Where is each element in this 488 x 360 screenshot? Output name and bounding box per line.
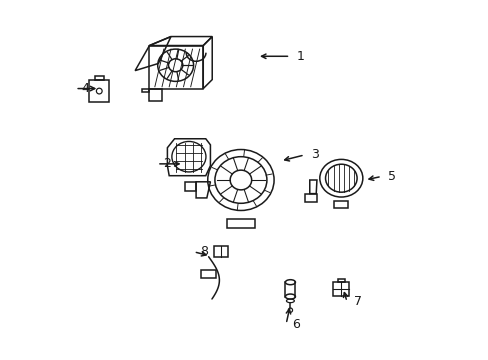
Text: 3: 3	[310, 148, 319, 161]
Text: 8: 8	[200, 245, 207, 258]
Text: 7: 7	[353, 296, 361, 309]
Text: 1: 1	[296, 50, 304, 63]
Text: 6: 6	[292, 318, 300, 331]
Text: 5: 5	[387, 170, 395, 183]
Text: 2: 2	[163, 157, 171, 170]
Text: 4: 4	[81, 82, 89, 95]
